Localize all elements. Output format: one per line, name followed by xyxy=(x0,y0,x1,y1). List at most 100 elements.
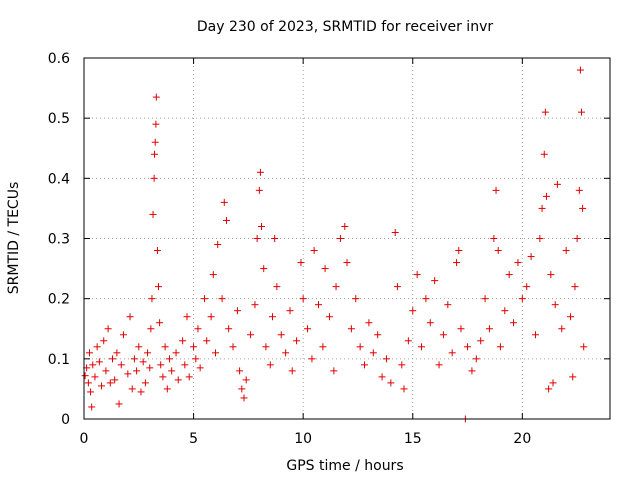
data-point xyxy=(571,283,579,291)
data-point xyxy=(569,373,577,381)
x-tick-label: 20 xyxy=(513,431,531,447)
data-point xyxy=(310,247,318,255)
data-point xyxy=(144,349,152,357)
data-point xyxy=(453,259,461,267)
data-point xyxy=(288,367,296,375)
data-point xyxy=(542,192,550,200)
axis-ticks: 0 5 10 15 20 0 0.1 0.2 0.3 0.4 0.5 0.6 xyxy=(48,51,610,447)
data-point xyxy=(152,120,160,128)
data-point xyxy=(332,283,340,291)
data-point xyxy=(115,400,123,408)
data-point xyxy=(481,295,489,303)
data-point xyxy=(203,337,211,345)
data-point xyxy=(518,295,526,303)
y-tick-label: 0.3 xyxy=(48,232,70,248)
data-point xyxy=(576,66,584,74)
x-tick-label: 0 xyxy=(80,431,89,447)
data-point xyxy=(98,382,106,390)
data-point xyxy=(172,349,180,357)
data-point xyxy=(505,271,513,279)
data-point xyxy=(387,379,395,387)
data-point xyxy=(273,283,281,291)
data-point xyxy=(253,235,261,242)
data-point xyxy=(194,325,202,333)
data-point xyxy=(151,150,159,158)
data-point xyxy=(404,337,412,345)
data-point xyxy=(233,307,241,315)
data-point xyxy=(492,186,500,194)
data-point xyxy=(157,361,165,369)
data-point xyxy=(468,367,476,375)
y-tick-label: 0.1 xyxy=(48,352,70,368)
data-point xyxy=(255,186,263,194)
data-point xyxy=(256,168,264,176)
data-point xyxy=(282,349,290,357)
data-point xyxy=(100,337,108,345)
data-point xyxy=(523,283,531,291)
data-point xyxy=(455,247,463,255)
data-point xyxy=(81,372,89,380)
data-point xyxy=(545,385,553,393)
data-point xyxy=(575,186,583,194)
chart-title: Day 230 of 2023, SRMTID for receiver inv… xyxy=(197,19,493,35)
data-point xyxy=(325,313,333,321)
y-axis-label: SRMTID / TECUs xyxy=(6,182,22,295)
data-point xyxy=(163,385,171,393)
data-point xyxy=(168,367,176,375)
data-point xyxy=(238,385,246,393)
data-point xyxy=(251,301,259,309)
data-point xyxy=(161,343,169,351)
data-point xyxy=(365,319,373,327)
x-axis-label: GPS time / hours xyxy=(286,458,403,474)
data-point xyxy=(378,373,386,381)
data-point xyxy=(220,198,228,206)
data-point xyxy=(444,301,452,309)
data-point xyxy=(126,313,134,321)
data-point xyxy=(393,283,401,291)
data-point xyxy=(209,271,217,279)
data-point xyxy=(578,108,586,116)
data-point xyxy=(268,313,276,321)
data-point xyxy=(137,388,145,396)
data-series xyxy=(81,66,588,423)
data-point xyxy=(225,325,233,333)
data-point xyxy=(538,204,546,212)
data-point xyxy=(151,138,159,146)
data-point xyxy=(141,379,149,387)
data-point xyxy=(553,180,561,188)
x-tick-label: 5 xyxy=(189,431,198,447)
data-point xyxy=(247,331,255,339)
data-point xyxy=(212,349,219,357)
data-point xyxy=(155,283,163,291)
data-point xyxy=(400,385,408,393)
data-point xyxy=(183,313,191,321)
data-point xyxy=(156,319,164,327)
data-point xyxy=(547,271,555,279)
data-point xyxy=(128,385,136,393)
data-point xyxy=(117,361,125,369)
data-point xyxy=(159,373,167,381)
data-point xyxy=(133,367,141,375)
data-point xyxy=(457,325,465,333)
data-point xyxy=(214,241,222,249)
data-point xyxy=(88,403,96,411)
data-point xyxy=(240,394,248,402)
data-point xyxy=(435,361,443,369)
data-point xyxy=(431,277,439,285)
x-tick-label: 15 xyxy=(404,431,422,447)
data-point xyxy=(579,204,587,212)
data-point xyxy=(477,337,485,345)
data-point xyxy=(369,349,377,357)
data-point xyxy=(179,337,187,345)
data-point xyxy=(152,93,160,101)
data-point xyxy=(95,358,103,366)
data-point xyxy=(139,358,147,366)
data-point xyxy=(374,331,382,339)
data-point xyxy=(352,295,360,303)
data-point xyxy=(271,235,279,242)
data-point xyxy=(308,355,316,363)
data-point xyxy=(104,325,112,333)
data-point xyxy=(236,367,244,375)
data-point xyxy=(124,370,132,378)
